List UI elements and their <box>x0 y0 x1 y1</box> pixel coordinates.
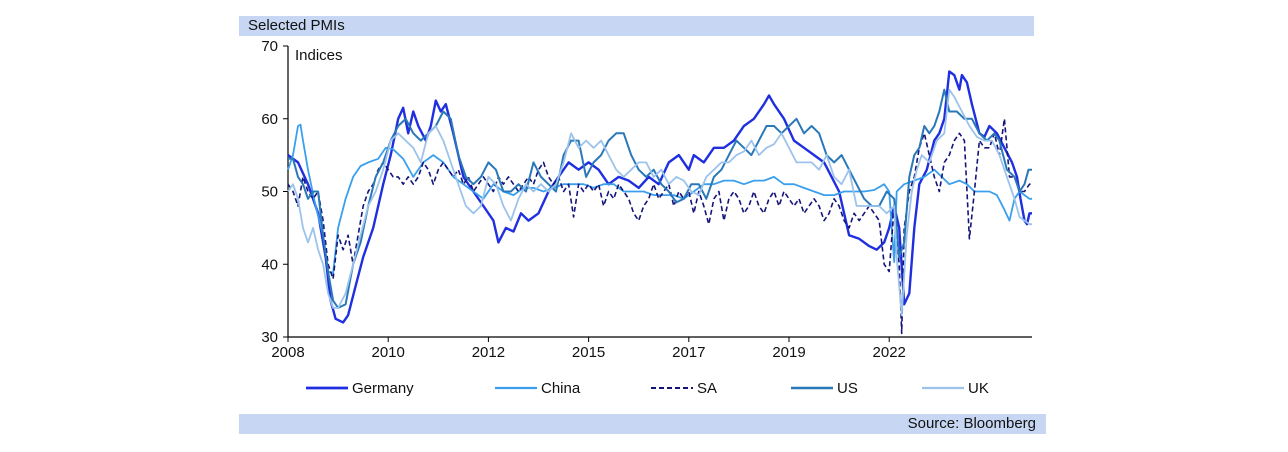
x-tick-label: 2008 <box>271 344 304 361</box>
x-tick-label: 2012 <box>472 344 505 361</box>
source-text: Source: Bloomberg <box>907 415 1036 432</box>
series-line-china <box>287 123 1032 274</box>
chart-legend: Germany China SA US UK <box>306 380 989 397</box>
x-tick-label: 2010 <box>372 344 405 361</box>
y-tick-label: 70 <box>261 38 278 55</box>
y-tick-label: 40 <box>261 256 278 273</box>
chart-title-bar: Selected PMIs <box>239 16 1034 36</box>
x-tick-label: 2019 <box>772 344 805 361</box>
legend-label-uk: UK <box>968 380 989 397</box>
series-line-uk <box>287 88 1032 317</box>
y-tick-label: 30 <box>261 329 278 346</box>
legend-label-china: China <box>541 380 581 397</box>
legend-label-us: US <box>837 380 858 397</box>
y-tick-label: 50 <box>261 184 278 201</box>
series-line-us <box>288 88 1032 309</box>
legend-label-germany: Germany <box>352 380 414 397</box>
y-axis-label: Indices <box>295 47 343 64</box>
legend-label-sa: SA <box>697 380 717 397</box>
chart-series-lines <box>287 70 1032 335</box>
chart-title: Selected PMIs <box>248 17 345 34</box>
chart-axes: 30 40 50 60 70 Indices 2008 2010 2012 2015 2017 201… <box>261 38 1032 361</box>
series-line-sa <box>287 118 1032 335</box>
x-tick-label: 2015 <box>572 344 605 361</box>
source-bar: Source: Bloomberg <box>239 414 1046 434</box>
y-tick-label: 60 <box>261 111 278 128</box>
series-line-germany <box>287 70 1032 324</box>
x-tick-label: 2017 <box>672 344 705 361</box>
x-tick-label: 2022 <box>873 344 906 361</box>
